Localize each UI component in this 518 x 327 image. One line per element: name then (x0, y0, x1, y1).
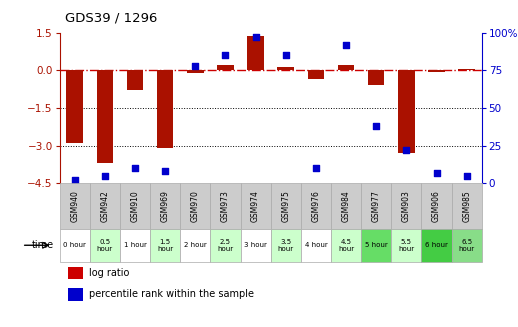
Point (372, 123, 380, 129)
Bar (217, 65, 234, 70)
Text: 4 hour: 4 hour (305, 242, 327, 248)
Bar (90, 229, 120, 262)
Text: 2.5
hour: 2.5 hour (218, 239, 234, 252)
Text: 5.5
hour: 5.5 hour (398, 239, 414, 252)
Text: 6.5
hour: 6.5 hour (458, 239, 474, 252)
Bar (60, 229, 90, 262)
Bar (180, 183, 210, 229)
Bar (68, 288, 83, 301)
Bar (270, 183, 301, 229)
Text: 0 hour: 0 hour (63, 242, 86, 248)
Bar (361, 183, 391, 229)
Point (70, 178, 79, 183)
Bar (422, 229, 452, 262)
Text: GSM910: GSM910 (131, 190, 139, 222)
Point (221, 53, 229, 58)
Bar (398, 70, 414, 153)
Text: GSM974: GSM974 (251, 190, 260, 222)
Text: GSM970: GSM970 (191, 190, 200, 222)
Bar (157, 70, 174, 148)
Text: GSM975: GSM975 (281, 190, 290, 222)
Bar (127, 70, 143, 90)
Point (433, 170, 441, 175)
Text: time: time (32, 240, 54, 250)
Text: log ratio: log ratio (89, 268, 130, 278)
Bar (338, 65, 354, 70)
Text: 1 hour: 1 hour (123, 242, 147, 248)
Text: 3 hour: 3 hour (244, 242, 267, 248)
Bar (90, 183, 120, 229)
Bar (240, 229, 271, 262)
Bar (458, 69, 475, 70)
Bar (68, 267, 83, 280)
Bar (308, 70, 324, 79)
Bar (247, 36, 264, 70)
Point (131, 165, 139, 171)
Bar (368, 70, 384, 85)
Bar (66, 70, 83, 143)
Bar (278, 66, 294, 70)
Point (191, 63, 199, 68)
Bar (331, 229, 361, 262)
Bar (361, 229, 391, 262)
Bar (428, 70, 445, 72)
Text: GDS39 / 1296: GDS39 / 1296 (65, 11, 157, 25)
Bar (96, 70, 113, 163)
Text: 1.5
hour: 1.5 hour (157, 239, 173, 252)
Bar (270, 229, 301, 262)
Bar (120, 229, 150, 262)
Bar (210, 229, 240, 262)
Point (282, 53, 290, 58)
Text: GSM977: GSM977 (372, 190, 381, 222)
Bar (301, 183, 331, 229)
Bar (301, 229, 331, 262)
Bar (452, 229, 482, 262)
Bar (150, 183, 180, 229)
Bar (180, 229, 210, 262)
Point (342, 42, 350, 47)
Bar (210, 183, 240, 229)
Text: GSM976: GSM976 (311, 190, 321, 222)
Point (312, 165, 320, 171)
Text: GSM906: GSM906 (432, 190, 441, 222)
Text: GSM985: GSM985 (462, 190, 471, 222)
Text: 4.5
hour: 4.5 hour (338, 239, 354, 252)
Point (100, 173, 109, 178)
Bar (120, 183, 150, 229)
Text: 2 hour: 2 hour (184, 242, 207, 248)
Text: GSM973: GSM973 (221, 190, 230, 222)
Bar (150, 229, 180, 262)
Text: 6 hour: 6 hour (425, 242, 448, 248)
Text: GSM969: GSM969 (161, 190, 169, 222)
Bar (240, 183, 271, 229)
Text: GSM903: GSM903 (402, 190, 411, 222)
Point (161, 168, 169, 174)
Text: 0.5
hour: 0.5 hour (97, 239, 113, 252)
Bar (331, 183, 361, 229)
Text: GSM942: GSM942 (100, 190, 109, 222)
Point (402, 147, 410, 153)
Text: GSM940: GSM940 (70, 190, 79, 222)
Bar (422, 183, 452, 229)
Text: 5 hour: 5 hour (365, 242, 387, 248)
Bar (391, 183, 422, 229)
Bar (60, 183, 90, 229)
Text: 3.5
hour: 3.5 hour (278, 239, 294, 252)
Bar (391, 229, 422, 262)
Text: percentile rank within the sample: percentile rank within the sample (89, 289, 254, 299)
Bar (187, 70, 204, 73)
Text: GSM984: GSM984 (341, 190, 351, 222)
Point (463, 173, 471, 178)
Bar (452, 183, 482, 229)
Point (251, 35, 260, 40)
